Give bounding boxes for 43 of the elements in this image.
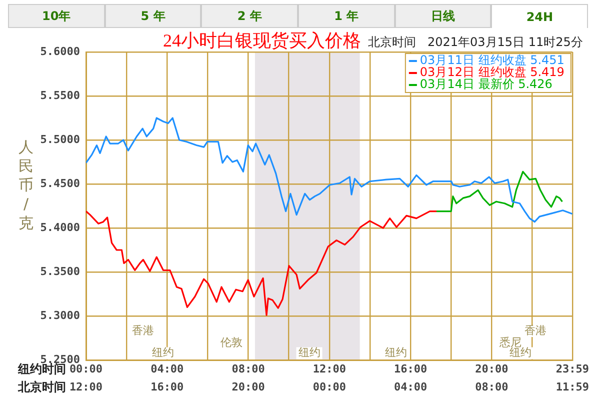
y-tick-label: 5.3000 xyxy=(40,308,80,322)
annotation: 香港 xyxy=(524,324,546,337)
text: 10年 xyxy=(8,4,105,28)
y-tick-label: 5.6000 xyxy=(40,44,80,58)
annotation: 香港 xyxy=(132,324,154,337)
x-tick-label: 16:00 xyxy=(394,362,428,376)
chart-subtitle: 北京时间 2021年03月15日 11时25分 xyxy=(368,35,583,50)
y-tick-label: 5.4500 xyxy=(40,176,80,190)
x-tick-label: 12:00 xyxy=(312,362,346,376)
legend-label: 03月11日 纽约收盘 5.451 xyxy=(420,53,564,68)
y-tick-label: 5.5000 xyxy=(40,132,80,146)
y-axis-title: 人民币/克 xyxy=(18,138,34,232)
annotation: 纽约 xyxy=(384,346,407,360)
y-tick-label: 5.5500 xyxy=(40,88,80,102)
x2-tick-label: 08:00 xyxy=(475,380,508,394)
annotation: 悉尼 xyxy=(498,336,522,349)
annotation: 纽约 xyxy=(509,346,532,360)
text: 日线 xyxy=(394,4,492,28)
text: 1 年 xyxy=(298,4,395,28)
x2-tick-label: 00:00 xyxy=(312,380,346,394)
text: 5 年 xyxy=(104,4,202,28)
x-tick-label: 08:00 xyxy=(232,362,265,376)
y-tick-label: 5.4000 xyxy=(40,220,80,234)
text: 24H xyxy=(491,4,588,28)
y-tick-label: 5.3500 xyxy=(40,264,80,278)
x2-tick-label: 11:59 xyxy=(556,380,590,394)
annotation: 伦敦 xyxy=(220,336,242,349)
x2-axis-title: 北京时间 xyxy=(17,380,66,394)
x-tick-label: 20:00 xyxy=(475,362,508,376)
x2-tick-label: 04:00 xyxy=(394,380,428,394)
x-tick-label: 00:00 xyxy=(69,362,103,376)
x2-tick-label: 16:00 xyxy=(150,380,184,394)
legend-label: 03月14日 最新价 5.426 xyxy=(420,77,552,92)
text: 2 年 xyxy=(201,4,298,28)
x2-tick-label: 12:00 xyxy=(69,380,103,394)
legend-label: 03月12日 纽约收盘 5.419 xyxy=(420,65,564,80)
x2-tick-label: 20:00 xyxy=(232,380,265,394)
annotation: 纽约 xyxy=(152,346,174,360)
chart-title: 24小时白银现货买入价格 xyxy=(163,30,361,51)
x-tick-label: 23:59 xyxy=(556,362,590,376)
annotation: 纽约 xyxy=(298,346,320,360)
x-tick-label: 04:00 xyxy=(150,362,184,376)
x-axis-title: 纽约时间 xyxy=(17,362,66,376)
